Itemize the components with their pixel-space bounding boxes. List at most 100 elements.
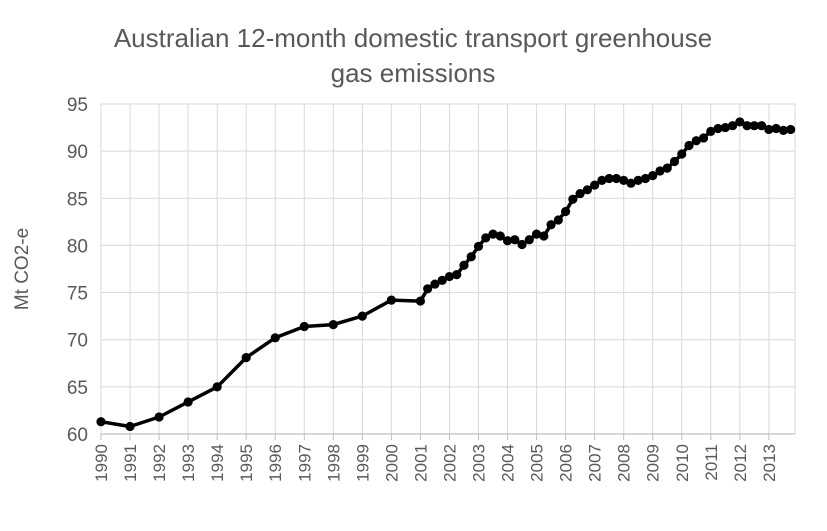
x-axis-ticks: 1990 1991 1992 1993 1994 1995 1996 1997 1998 1999… [92,444,779,482]
x-tick-label-2000: 2000 [382,444,401,482]
data-point [495,231,505,241]
data-point [597,175,607,185]
x-tick-label-1995: 1995 [237,444,256,482]
data-point [452,270,462,280]
data-point [154,412,164,422]
y-tick-label-70: 70 [67,331,88,352]
x-tick-label-2007: 2007 [586,444,605,482]
data-point [524,235,534,245]
x-tick-label-1996: 1996 [266,444,285,482]
x-tick-label-2012: 2012 [731,444,750,482]
x-tick-label-2013: 2013 [760,444,779,482]
data-point [531,229,542,239]
data-point [241,353,251,363]
data-point [212,382,222,392]
y-tick-label-60: 60 [67,425,88,446]
y-tick-label-85: 85 [67,189,88,210]
data-point [648,171,658,181]
data-point [735,117,745,127]
y-tick-label-75: 75 [67,284,88,305]
data-point [96,417,106,427]
data-point [444,271,455,282]
data-point [502,236,513,246]
x-tick-label-2006: 2006 [557,444,576,482]
x-tick-label-2009: 2009 [644,444,663,482]
x-tick-label-2004: 2004 [499,444,518,482]
data-point [539,231,549,241]
data-point [727,121,738,131]
data-point [720,122,730,133]
y-axis-label: Mt CO2-e [12,228,33,310]
data-point [466,252,476,262]
data-point [270,333,280,343]
data-point [510,235,520,245]
x-tick-label-1994: 1994 [208,444,227,482]
data-point [626,178,636,188]
data-point [749,121,759,131]
data-point [423,284,433,294]
chart-title-line-1: Australian 12-month domestic transport g… [114,23,712,53]
data-point [430,279,440,289]
data-point [437,275,447,285]
data-point [633,175,643,185]
x-tick-label-2005: 2005 [528,444,547,482]
data-point [473,241,484,251]
data-point [568,194,578,204]
data-point [582,185,592,195]
data-point [546,220,556,230]
data-point [640,173,651,184]
x-tick-label-1997: 1997 [295,444,314,482]
data-point [698,133,709,143]
gridlines [100,103,796,435]
x-tick-label-1990: 1990 [92,444,111,482]
data-point [299,321,309,332]
data-point [677,149,687,159]
series-group [96,117,796,432]
x-tick-label-2008: 2008 [615,444,634,482]
data-point [655,166,665,176]
data-point [459,260,469,270]
data-point [604,173,614,184]
data-point [713,123,723,134]
data-point [742,121,752,131]
data-point [386,295,396,305]
data-point [669,156,680,167]
data-point [553,215,563,225]
data-point [575,188,585,199]
data-point [778,125,788,135]
x-tick-label-1993: 1993 [179,444,198,482]
data-point [357,311,367,321]
data-point [684,140,694,151]
data-point [415,296,426,306]
x-tick-label-1998: 1998 [324,444,343,482]
data-point [757,121,767,131]
data-point [561,206,571,217]
data-point [764,124,774,135]
data-point [691,136,701,146]
data-point [786,124,796,135]
data-point [611,173,622,184]
data-point [481,233,491,243]
x-tick-label-2011: 2011 [702,444,721,481]
y-tick-label-65: 65 [67,378,88,399]
data-point [706,126,716,136]
data-point [328,320,338,330]
x-tick-label-1999: 1999 [353,444,372,482]
data-point [183,397,193,407]
x-tick-label-2010: 2010 [673,444,692,482]
data-point [662,163,672,173]
y-axis-ticks: 60 65 70 75 80 85 90 95 [67,95,88,446]
y-tick-label-80: 80 [67,236,88,257]
data-point [771,123,781,134]
x-tick-label-2001: 2001 [411,444,430,482]
x-tick-label-1991: 1991 [121,444,140,482]
y-tick-label-90: 90 [67,142,88,163]
data-point [619,175,629,185]
x-tick-label-2003: 2003 [469,444,488,482]
data-point [590,180,600,190]
axes [100,433,795,440]
y-tick-label-95: 95 [67,95,88,116]
data-point [517,239,527,250]
